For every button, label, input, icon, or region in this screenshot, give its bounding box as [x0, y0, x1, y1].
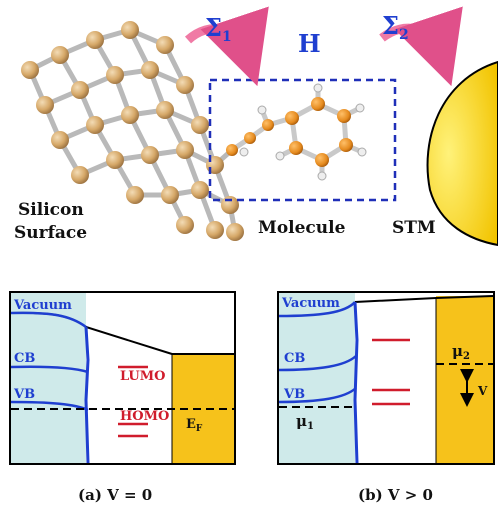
molecule-label: Molecule	[258, 218, 346, 238]
mu2-label: μ2	[452, 342, 470, 362]
panel-b-vb-label: VB	[283, 387, 305, 402]
sigma1-arrow	[184, 6, 269, 87]
panel-a-cb-label: CB	[14, 351, 35, 366]
panel-b-cb-label: CB	[284, 351, 305, 366]
panel-b-vacuum-label: Vacuum	[281, 296, 340, 311]
homo-label: HOMO	[120, 409, 169, 424]
panel-b-stm-region	[436, 296, 493, 463]
panel-b-interface	[353, 301, 359, 464]
stm-tip	[426, 60, 498, 247]
stm-label: STM	[392, 218, 436, 238]
hamiltonian-label: H	[298, 29, 321, 58]
mu1-label: μ1	[296, 412, 314, 432]
panel-b: Vacuum CB VB μ1 μ2 V	[277, 291, 495, 465]
voltage-label: V	[477, 384, 488, 398]
sigma2-label: Σ2	[382, 11, 409, 43]
panel-a-vb-label: VB	[13, 387, 35, 402]
sigma2-arrow	[379, 6, 463, 87]
surface-label: Surface	[14, 223, 87, 243]
panel-a-vacuum-band	[10, 311, 87, 329]
panel-a-cb-line	[10, 365, 89, 374]
panel-a: Vacuum CB VB LUMO HOMO EF	[9, 291, 236, 465]
silicon-label: Silicon	[18, 200, 84, 220]
panel-a-caption: (a) V = 0	[78, 486, 152, 504]
panel-b-silicon-region	[279, 293, 355, 463]
silicon-atoms	[21, 21, 244, 241]
sigma1-label: Σ1	[205, 13, 232, 45]
hamiltonian-region-box	[208, 78, 397, 202]
panel-b-vb-line	[278, 387, 357, 404]
panel-a-interface	[84, 326, 90, 464]
panel-b-cb-line	[278, 355, 357, 372]
molecule-structure	[226, 83, 367, 181]
panel-a-vacuum-label: Vacuum	[13, 298, 72, 313]
panel-a-vb-line	[10, 400, 89, 412]
panel-b-caption: (b) V > 0	[358, 486, 433, 504]
fermi-label: EF	[186, 417, 203, 434]
panel-a-silicon-region	[11, 293, 86, 463]
lumo-label: LUMO	[120, 369, 165, 384]
panel-b-vacuum-band	[278, 301, 356, 318]
